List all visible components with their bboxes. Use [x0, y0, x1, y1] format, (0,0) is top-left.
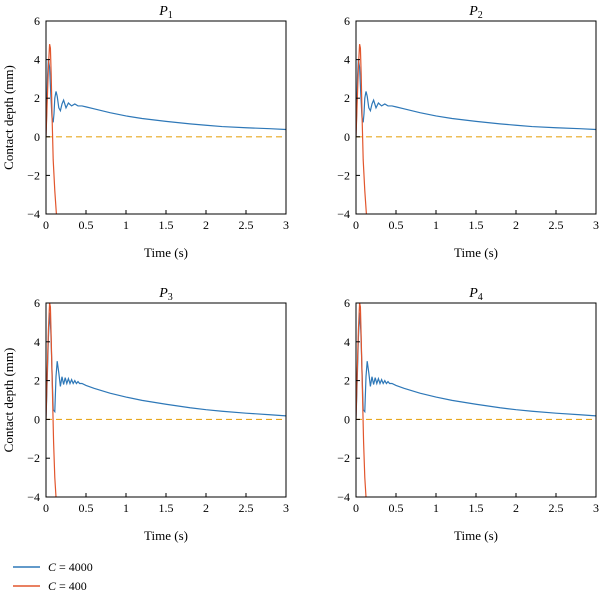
x-tick-label: 2.5 [239, 218, 254, 232]
x-tick-label: 3 [283, 501, 289, 515]
y-tick-label: 6 [34, 14, 40, 28]
panel-title: P1 [158, 4, 173, 21]
chart-panel-1: 0 0.5 1 1.5 2 2.5 3 −4 −2 0 2 4 6 P1 Time (s) Contact d… [1, 4, 289, 260]
plot-frame [355, 302, 597, 498]
y-tick-label: −4 [337, 207, 350, 221]
x-tick-label: 0.5 [389, 501, 404, 515]
x-tick-label: 2 [203, 501, 209, 515]
x-tick-label: 1 [123, 218, 129, 232]
x-tick-label: 2 [513, 501, 519, 515]
x-tick-label: 1.5 [159, 501, 174, 515]
y-tick-label: 6 [344, 14, 350, 28]
y-tick-label: 6 [344, 296, 350, 310]
chart-panel-2: 0 0.5 1 1.5 2 2.5 3 −4 −2 0 2 4 6 P2 Time (s) [337, 4, 599, 260]
x-tick-label: 2.5 [239, 501, 254, 515]
x-tick-label: 1.5 [469, 218, 484, 232]
y-tick-label: −2 [337, 168, 350, 182]
y-tick-label: −2 [27, 451, 40, 465]
x-axis-label: Time (s) [454, 528, 498, 543]
chart-panel-3: 0 0.5 1 1.5 2 2.5 3 −4 −2 0 2 4 6 P3 Time (s) Contact d… [1, 286, 289, 543]
x-tick-label: 2.5 [549, 501, 564, 515]
y-tick-label: −4 [27, 490, 40, 504]
y-tick-label: 2 [344, 374, 350, 388]
y-tick-label: 4 [344, 335, 350, 349]
legend: C = 4000 C = 400 [13, 560, 93, 593]
legend-label: C = 4000 [48, 560, 93, 574]
legend-label: C = 400 [48, 579, 87, 593]
x-tick-label: 0.5 [79, 501, 94, 515]
x-tick-label: 1.5 [159, 218, 174, 232]
x-axis-label: Time (s) [144, 528, 188, 543]
panel-title: P4 [468, 286, 483, 303]
x-tick-label: 1.5 [469, 501, 484, 515]
y-tick-label: −2 [337, 451, 350, 465]
series-line-c4000 [356, 312, 596, 420]
y-tick-label: 4 [34, 335, 40, 349]
x-tick-label: 1 [123, 501, 129, 515]
y-tick-label: 2 [34, 91, 40, 105]
series-line-c4000 [356, 59, 596, 137]
x-tick-label: 2 [513, 218, 519, 232]
series-line-c400 [356, 303, 367, 497]
y-tick-label: 0 [344, 130, 350, 144]
plot-frame [355, 20, 597, 215]
x-axis-label: Time (s) [454, 245, 498, 260]
x-tick-label: 1 [433, 501, 439, 515]
series-line-c400 [356, 44, 367, 214]
panel-title: P3 [158, 286, 173, 303]
x-tick-label: 2.5 [549, 218, 564, 232]
y-tick-label: −4 [27, 207, 40, 221]
y-tick-label: 4 [344, 53, 350, 67]
x-tick-label: 0 [43, 218, 49, 232]
plot-frame [45, 302, 287, 498]
x-tick-label: 0 [353, 501, 359, 515]
series-line-c4000 [46, 59, 286, 137]
y-tick-label: −4 [337, 490, 350, 504]
y-tick-label: 0 [344, 412, 350, 426]
y-tick-label: 4 [34, 53, 40, 67]
series-line-c400 [46, 44, 57, 214]
panel-title: P2 [468, 4, 483, 21]
x-tick-label: 3 [593, 218, 599, 232]
y-tick-label: 6 [34, 296, 40, 310]
x-tick-label: 1 [433, 218, 439, 232]
y-tick-label: −2 [27, 168, 40, 182]
series-line-c400 [46, 303, 57, 497]
y-tick-label: 2 [34, 374, 40, 388]
y-tick-label: 0 [34, 130, 40, 144]
y-axis-label: Contact depth (mm) [1, 348, 16, 453]
plot-frame [45, 20, 287, 215]
x-tick-label: 0 [353, 218, 359, 232]
x-axis-label: Time (s) [144, 245, 188, 260]
x-tick-label: 3 [283, 218, 289, 232]
x-tick-label: 2 [203, 218, 209, 232]
series-line-c4000 [46, 312, 286, 420]
x-tick-label: 0.5 [79, 218, 94, 232]
y-axis-label: Contact depth (mm) [1, 65, 16, 170]
y-tick-label: 2 [344, 91, 350, 105]
x-tick-label: 0 [43, 501, 49, 515]
x-tick-label: 0.5 [389, 218, 404, 232]
chart-panel-4: 0 0.5 1 1.5 2 2.5 3 −4 −2 0 2 4 6 P4 Time (s) [337, 286, 599, 543]
y-tick-label: 0 [34, 412, 40, 426]
x-tick-label: 3 [593, 501, 599, 515]
